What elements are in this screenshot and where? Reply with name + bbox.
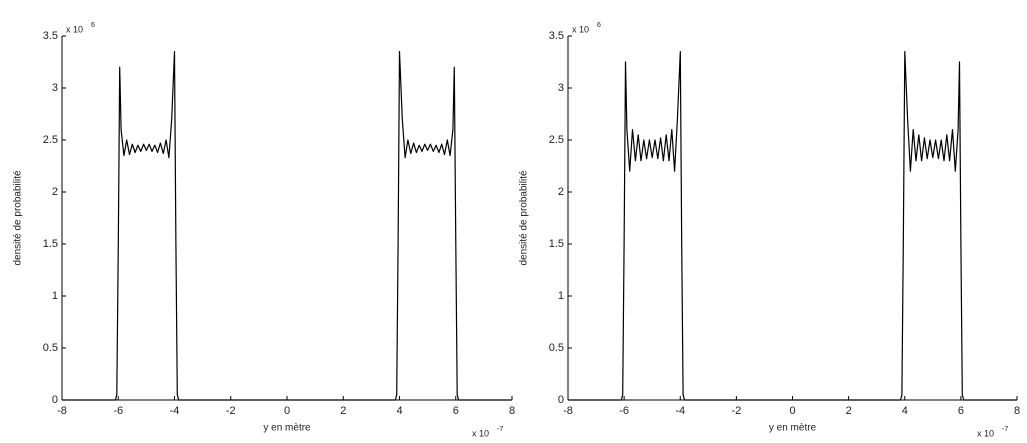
x-tick-label: -6 — [619, 405, 629, 417]
y-tick-label: 2 — [558, 186, 564, 198]
y-multiplier: x 10 — [572, 24, 589, 34]
x-multiplier: x 10 — [977, 428, 994, 438]
x-multiplier-exp: -7 — [497, 426, 503, 433]
x-axis-label: y en mètre — [769, 423, 817, 434]
x-tick-label: -4 — [675, 405, 685, 417]
y-tick-label: 3 — [558, 82, 564, 94]
y-tick-label: 3.5 — [43, 30, 58, 42]
x-tick-label: -2 — [226, 405, 236, 417]
y-multiplier-exp: 6 — [91, 22, 95, 29]
y-tick-label: 1.5 — [549, 238, 564, 250]
x-tick-label: -2 — [731, 405, 741, 417]
y-multiplier-exp: 6 — [597, 22, 601, 29]
y-tick-label: 0 — [52, 394, 58, 406]
x-tick-label: -4 — [170, 405, 180, 417]
x-tick-label: 4 — [902, 405, 908, 417]
y-tick-label: 1.5 — [43, 238, 58, 250]
y-tick-label: 2.5 — [43, 134, 58, 146]
y-multiplier: x 10 — [66, 24, 83, 34]
y-tick-label: 0.5 — [549, 342, 564, 354]
x-tick-label: 0 — [284, 405, 290, 417]
y-axis-label: densité de probabilité — [13, 170, 24, 266]
x-axis-label: y en mètre — [263, 423, 311, 434]
y-tick-label: 0.5 — [43, 342, 58, 354]
x-tick-label: 8 — [509, 405, 515, 417]
y-tick-label: 3 — [52, 82, 58, 94]
x-tick-label: 2 — [846, 405, 852, 417]
y-tick-label: 1 — [52, 290, 58, 302]
line — [568, 51, 1017, 401]
x-tick-label: 8 — [1014, 405, 1020, 417]
y-tick-label: 2.5 — [549, 134, 564, 146]
x-multiplier: x 10 — [472, 428, 489, 438]
x-tick-label: 0 — [789, 405, 795, 417]
x-tick-label: 6 — [453, 405, 459, 417]
y-tick-label: 2 — [52, 186, 58, 198]
line — [62, 51, 512, 401]
x-multiplier-exp: -7 — [1002, 426, 1008, 433]
y-axis-label: densité de probabilité — [519, 170, 530, 266]
x-tick-label: -6 — [113, 405, 123, 417]
y-tick-label: 0 — [558, 394, 564, 406]
y-tick-label: 3.5 — [549, 30, 564, 42]
x-tick-label: 6 — [958, 405, 964, 417]
y-tick-label: 1 — [558, 290, 564, 302]
x-tick-label: -8 — [57, 405, 67, 417]
x-tick-label: 2 — [340, 405, 346, 417]
x-tick-label: 4 — [396, 405, 402, 417]
x-tick-label: -8 — [563, 405, 573, 417]
